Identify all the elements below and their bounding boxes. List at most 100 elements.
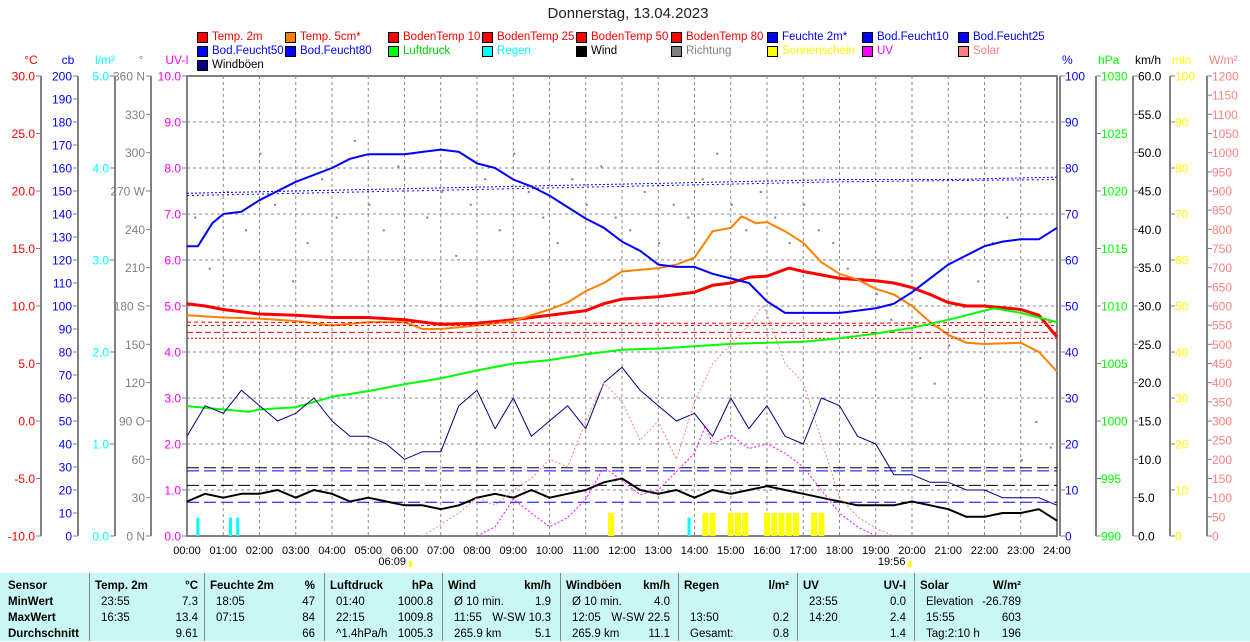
axis-tick-label: 60 <box>1175 254 1189 268</box>
rain-bar <box>236 517 240 536</box>
sunshine-bar <box>727 513 734 536</box>
legend-label: Feuchte 2m* <box>782 31 848 43</box>
axis-tick-label: 800 <box>1212 223 1232 237</box>
axis-tick-label: 60 <box>1065 254 1079 268</box>
axis-tick-label: 1020 <box>1101 185 1128 199</box>
axis-tick-label: 650 <box>1212 280 1232 294</box>
axis-tick-label: 0.0 <box>164 530 181 544</box>
stats-value: 1.9 <box>535 596 551 608</box>
stats-value: 0.0 <box>890 596 906 608</box>
stats-time: Tag:2:10 h <box>926 628 980 640</box>
sunshine-bar <box>818 513 825 536</box>
axis-tick-label: 7.0 <box>164 208 181 222</box>
axis-tick-label: 1.0 <box>164 484 181 498</box>
legend-swatch <box>285 45 296 57</box>
axis-tick-label: 10.0 <box>158 70 182 84</box>
direction-point <box>556 242 559 245</box>
axis-unit-hum: % <box>1062 53 1073 67</box>
legend-item: Regen <box>482 45 531 57</box>
axis-tick-label: 5.0 <box>164 300 181 314</box>
stats-value: 84 <box>302 612 315 624</box>
stats-row-labels: Sensor MinWert MaxWert Durchschnitt <box>8 573 88 641</box>
axis-tick-label: 20 <box>1175 438 1189 452</box>
axis-tick-label: 90 <box>59 323 73 337</box>
axis-unit-kmh: km/h <box>1135 53 1161 67</box>
axis-tick-label: 360 N <box>113 70 145 84</box>
legend-item: Windböen <box>197 59 264 71</box>
axis-tick-label: 120 <box>52 254 72 268</box>
axis-tick-label: 3.0 <box>164 392 181 406</box>
x-tick-label: 20:00 <box>898 545 926 557</box>
stats-time: Elevation <box>926 596 974 608</box>
stats-unit: °C <box>185 580 198 592</box>
x-tick-label: 10:00 <box>536 545 564 557</box>
direction-point <box>527 191 530 193</box>
stats-value: 1000.8 <box>397 596 433 608</box>
stats-time: 11:55 <box>454 612 482 624</box>
axis-tick-label: 1030 <box>1101 70 1128 84</box>
x-tick-label: 00:00 <box>173 545 201 557</box>
axis-tick-label: 20 <box>59 484 73 498</box>
direction-point <box>774 216 777 219</box>
row-label: MinWert <box>8 596 54 608</box>
sunshine-bar <box>785 513 792 536</box>
axis-tick-label: 240 <box>125 223 145 237</box>
legend-label: Regen <box>497 45 531 57</box>
sunset-marker <box>908 561 912 567</box>
axis-tick-label: 350 <box>1212 395 1232 409</box>
legend-swatch <box>767 45 778 57</box>
stats-value: 9.61 <box>175 628 198 640</box>
axis-tick-label: 0.0 <box>92 530 109 544</box>
axis-tick-label: 40 <box>1175 346 1189 360</box>
sunrise-marker <box>408 561 412 567</box>
axis-tick-label: 0 N <box>126 530 145 544</box>
sunset-label: 19:56 <box>878 556 906 568</box>
axis-tick-label: 30.0 <box>12 70 36 84</box>
axis-tick-label: 330 <box>125 108 145 122</box>
stats-group: Wind km/h Ø 10 min. 1.9 11:55 W-SW 10.3 265.9 … <box>448 573 551 641</box>
direction-point <box>730 203 733 206</box>
legend-item: BodenTemp 25 <box>482 31 574 43</box>
x-tick-label: 15:00 <box>717 545 745 557</box>
axis-tick-label: 30 <box>1175 392 1189 406</box>
axis-tick-label: 5.0 <box>92 70 109 84</box>
direction-point <box>890 318 893 321</box>
axis-tick-label: 30 <box>1065 392 1079 406</box>
rain-bar <box>229 517 232 536</box>
legend-label: Bod.Feucht25 <box>973 31 1045 43</box>
axis-tick-label: 1050 <box>1212 127 1239 141</box>
axis-unit-hpa: hPa <box>1098 53 1120 67</box>
axis-tick-label: 1150 <box>1212 89 1238 103</box>
axis-tick-label: 70 <box>1065 208 1079 222</box>
direction-point <box>745 229 748 232</box>
legend-swatch <box>285 31 296 43</box>
axis-tick-label: 90 O <box>119 415 145 429</box>
axis-tick-label: 10 <box>1175 484 1189 498</box>
axis-tick-label: 50 <box>1065 300 1079 314</box>
direction-point <box>542 216 545 219</box>
sunshine-bar <box>778 513 785 536</box>
axis-tick-label: 900 <box>1212 185 1232 199</box>
axis-tick-label: 200 <box>1212 453 1232 467</box>
axis-tick-label: 600 <box>1212 300 1232 314</box>
axis-tick-label: 5.0 <box>18 357 35 371</box>
stats-time: 14:20 <box>809 612 838 624</box>
axis-unit-rain: l/m² <box>95 53 115 67</box>
axis-tick-label: 9.0 <box>164 116 181 130</box>
stats-group: Feuchte 2m% 18:05 47 07:15 84 66 <box>210 573 315 641</box>
stats-value: 196 <box>1001 628 1021 640</box>
direction-point <box>194 216 197 219</box>
rain-bar <box>687 517 691 536</box>
stats-unit: hPa <box>411 580 433 592</box>
direction-point <box>571 178 574 181</box>
legend-swatch <box>197 59 208 71</box>
stats-sensor-name: Feuchte 2m <box>210 580 274 592</box>
axis-tick-label: 25.0 <box>12 127 36 141</box>
axis-tick-label: 100 <box>1212 491 1232 505</box>
sunshine-bar <box>811 513 818 536</box>
axis-tick-label: 0 <box>1065 530 1072 544</box>
direction-point <box>274 203 276 206</box>
legend-item: Bod.Feucht10 <box>862 31 949 43</box>
x-tick-label: 13:00 <box>644 545 672 557</box>
legend-swatch <box>671 45 682 57</box>
